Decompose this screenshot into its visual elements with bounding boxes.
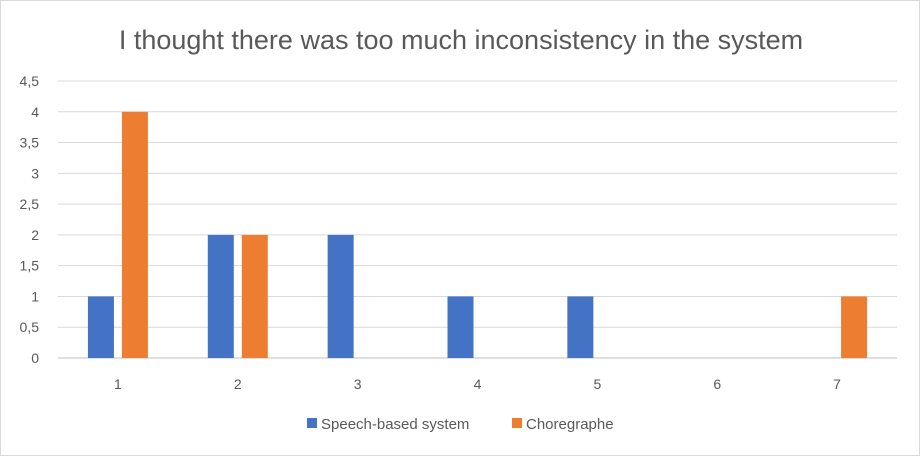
legend: Speech-based system Choregraphe: [307, 416, 614, 433]
bar-choregraphe-1: [121, 111, 148, 359]
y-tick-label: 2,5: [20, 196, 40, 212]
y-tick-label: 4,5: [20, 73, 40, 89]
bar-choregraphe-2: [241, 234, 268, 358]
legend-swatch-speech: [307, 418, 317, 428]
y-tick-label: 0: [31, 350, 39, 366]
bar-speech-4: [447, 296, 474, 358]
x-tick-label: 6: [713, 376, 721, 392]
legend-swatch-choregraphe: [512, 418, 522, 428]
y-tick-label: 1: [31, 288, 39, 304]
y-tick-label: 3,5: [20, 135, 40, 151]
x-tick-label: 2: [234, 376, 242, 392]
y-tick-label: 3: [31, 165, 39, 181]
y-tick-label: 1,5: [20, 258, 40, 274]
bars: [87, 111, 868, 359]
bar-speech-3: [327, 234, 354, 358]
x-tick-label: 3: [354, 376, 362, 392]
chart-title: I thought there was too much inconsisten…: [119, 25, 803, 55]
legend-label-choregraphe: Choregraphe: [526, 416, 614, 433]
bar-choregraphe-7: [841, 296, 868, 358]
y-tick-label: 0,5: [20, 319, 40, 335]
y-axis: 0 0,5 1 1,5 2 2,5 3 3,5 4 4,5: [20, 73, 40, 366]
bar-speech-5: [567, 296, 594, 358]
x-axis: 1 2 3 4 5 6 7: [114, 376, 841, 392]
legend-label-speech: Speech-based system: [321, 416, 469, 433]
y-tick-label: 2: [31, 227, 39, 243]
x-tick-label: 5: [593, 376, 601, 392]
x-tick-label: 7: [833, 376, 841, 392]
x-tick-label: 1: [114, 376, 122, 392]
x-tick-label: 4: [474, 376, 482, 392]
bar-speech-1: [87, 296, 114, 358]
bar-speech-2: [207, 234, 234, 358]
gridlines: [58, 80, 897, 359]
y-tick-label: 4: [31, 104, 39, 120]
